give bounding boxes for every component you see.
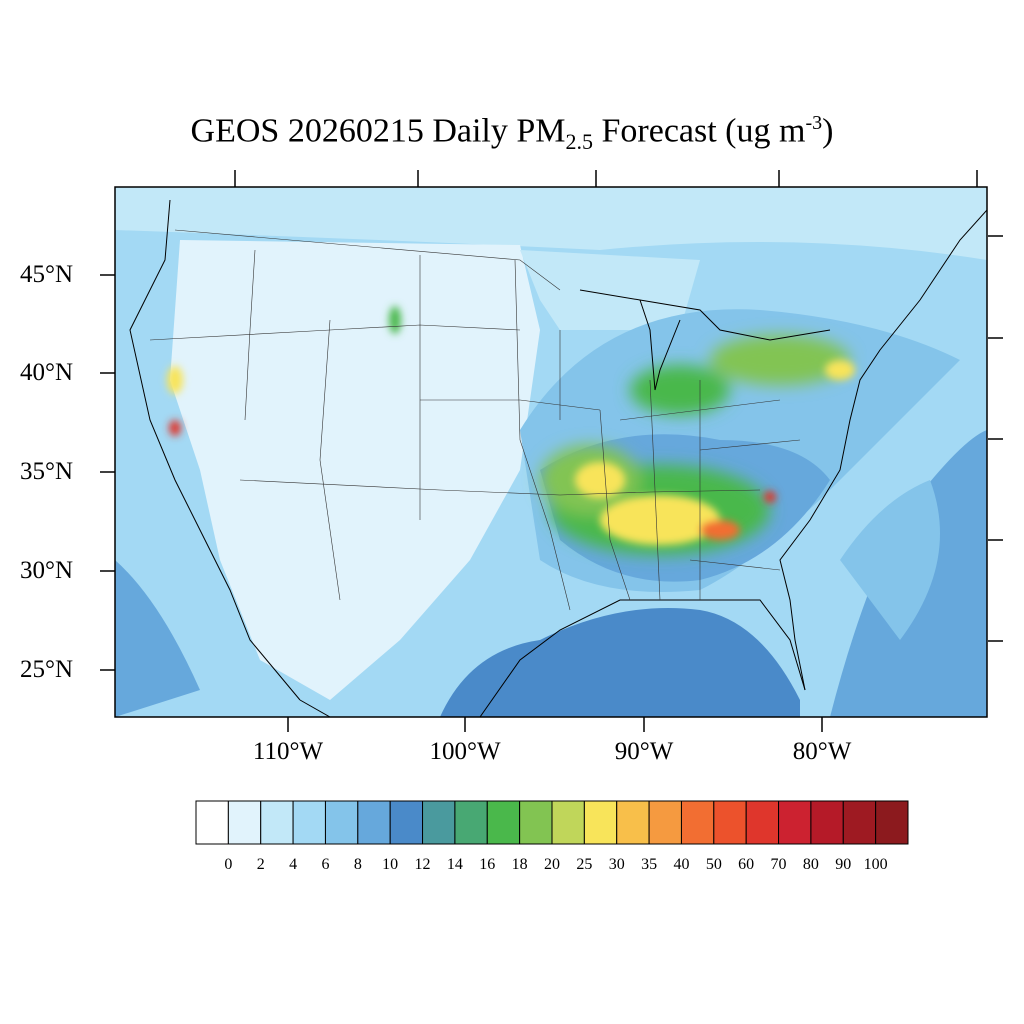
colorbar-box: [454, 800, 488, 845]
colorbar-tick-label: 100: [863, 856, 888, 873]
colorbar-legend: [195, 800, 909, 845]
lon-label-100w: 100°W: [429, 738, 501, 765]
gulf-ocean: [440, 608, 800, 717]
colorbar-box: [648, 800, 682, 845]
colorbar-box: [778, 800, 812, 845]
colorbar-tick-label: 60: [738, 856, 755, 873]
colorbar-tick-label: 80: [802, 856, 819, 873]
colorbar-box: [357, 800, 391, 845]
colorbar-tick-label: 20: [544, 856, 560, 873]
colorbar-tick-label: 2: [256, 856, 265, 873]
colorbar-box: [551, 800, 585, 845]
colorbar-box: [195, 800, 229, 845]
colorbar-tick-label: 8: [353, 856, 362, 873]
lat-label-25: 25°N: [20, 656, 74, 683]
lat-label-30: 30°N: [20, 557, 74, 584]
colorbar-box: [842, 800, 877, 845]
colorbar-tick-label: 10: [382, 856, 399, 873]
colorbar-tick-label: 6: [321, 856, 330, 873]
colorbar-box: [680, 800, 715, 845]
colorbar-box: [227, 800, 262, 845]
colorbar-box: [422, 800, 456, 845]
lon-label-80w: 80°W: [792, 738, 852, 765]
colorbar-box: [519, 800, 553, 845]
land-west: [170, 240, 540, 700]
colorbar-box: [292, 800, 326, 845]
colorbar-tick-label: 70: [770, 856, 787, 873]
lat-label-35: 35°N: [20, 458, 74, 485]
lat-label-45: 45°N: [20, 261, 74, 288]
colorbar-box: [875, 800, 909, 845]
state-borders: [149, 229, 801, 611]
map-title: GEOS 20260215 Daily PM2.5 Forecast (ug m…: [190, 112, 834, 155]
lon-label-90w: 90°W: [614, 738, 674, 765]
colorbar-box: [260, 800, 294, 845]
colorbar-tick-label: 35: [641, 856, 658, 873]
colorbar-tick-label: 90: [835, 856, 852, 873]
colorbar-tick-label: 25: [576, 856, 593, 873]
colorbar-box: [810, 800, 844, 845]
colorbar-tick-label: 14: [446, 856, 463, 873]
colorbar-box: [583, 800, 618, 845]
pm25-map: [100, 170, 1003, 732]
lat-label-40: 40°N: [20, 359, 74, 386]
colorbar-box: [713, 800, 747, 845]
colorbar-box: [324, 800, 359, 845]
colorbar-tick-label: 4: [289, 856, 298, 873]
colorbar-tick-label: 16: [479, 856, 496, 873]
colorbar-tick-label: 30: [608, 856, 625, 873]
colorbar-box: [616, 800, 650, 845]
colorbar-box: [389, 800, 424, 845]
colorbar-box: [745, 800, 780, 845]
map-field: [115, 187, 987, 717]
colorbar-tick-label: 0: [224, 856, 233, 873]
colorbar-tick-label: 50: [705, 856, 722, 873]
map-frame: [100, 170, 1003, 732]
lon-label-110w: 110°W: [252, 738, 324, 765]
colorbar-tick-label: 40: [673, 856, 690, 873]
colorbar-tick-label: 12: [414, 856, 431, 873]
colorbar-box: [486, 800, 521, 845]
colorbar-tick-label: 18: [511, 856, 528, 873]
